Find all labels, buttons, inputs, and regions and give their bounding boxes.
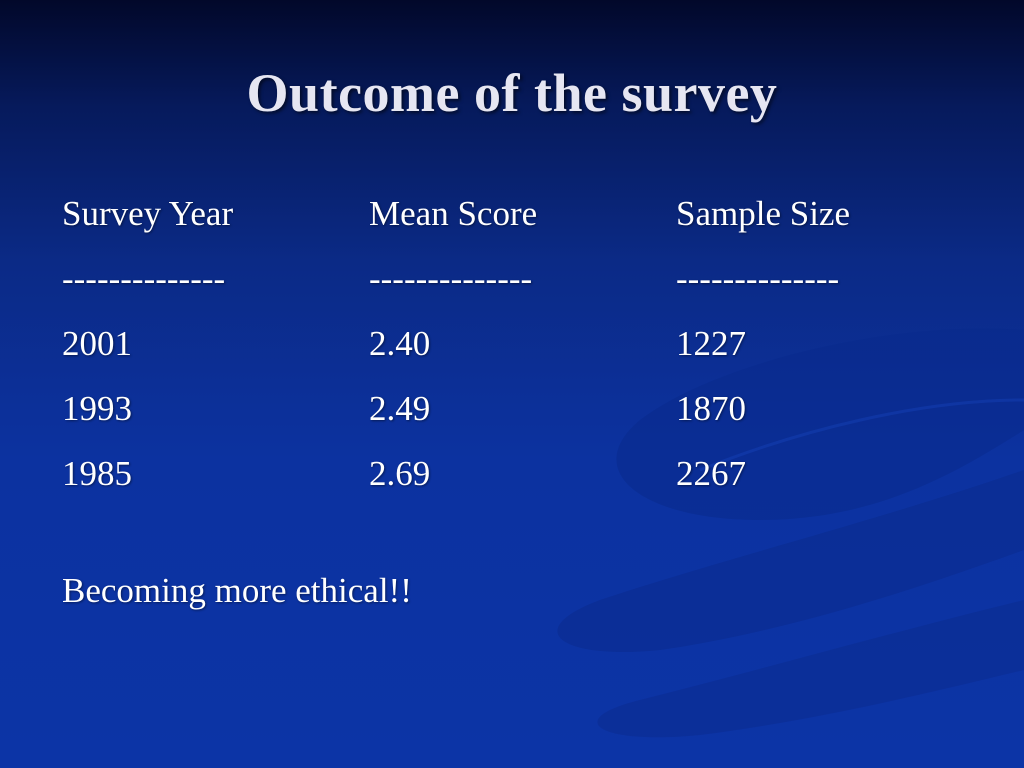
header-sample-size: Sample Size [676, 194, 850, 233]
table-row: 2001 2.40 1227 [62, 320, 962, 385]
header-survey-year: Survey Year [62, 194, 234, 233]
separator-cell: -------------- [369, 259, 533, 298]
table-separator-row: -------------- -------------- ----------… [62, 255, 962, 320]
slide-title: Outcome of the survey [246, 63, 778, 123]
cell-mean-score: 2.40 [369, 324, 431, 363]
cell-sample-size: 2267 [676, 454, 746, 493]
table-header-row: Survey Year Mean Score Sample Size [62, 190, 962, 255]
cell-year: 2001 [62, 324, 132, 363]
separator-cell: -------------- [676, 259, 840, 298]
conclusion-text: Becoming more ethical!! [62, 571, 412, 610]
survey-table: Survey Year Mean Score Sample Size -----… [62, 190, 962, 615]
cell-sample-size: 1870 [676, 389, 746, 428]
cell-mean-score: 2.69 [369, 454, 431, 493]
header-mean-score: Mean Score [369, 194, 538, 233]
cell-sample-size: 1227 [676, 324, 746, 363]
cell-mean-score: 2.49 [369, 389, 431, 428]
table-row: 1985 2.69 2267 [62, 450, 962, 515]
cell-year: 1993 [62, 389, 132, 428]
separator-cell: -------------- [62, 259, 226, 298]
table-row: 1993 2.49 1870 [62, 385, 962, 450]
cell-year: 1985 [62, 454, 132, 493]
